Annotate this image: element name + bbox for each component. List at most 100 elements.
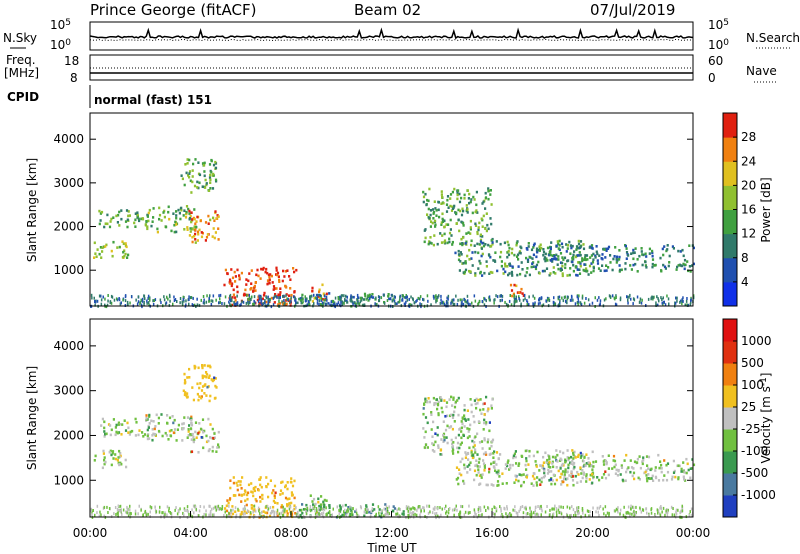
heatmap-cell — [406, 295, 408, 299]
heatmap-cell — [434, 223, 437, 227]
heatmap-cell — [194, 421, 198, 424]
heatmap-cell — [485, 509, 487, 512]
heatmap-cell — [474, 402, 477, 406]
heatmap-cell — [412, 511, 415, 515]
heatmap-cell — [466, 471, 469, 474]
heatmap-cell — [263, 514, 265, 518]
heatmap-cell — [569, 244, 572, 247]
heatmap-cell — [211, 187, 215, 190]
heatmap-cell — [204, 221, 208, 224]
heatmap-cell — [188, 175, 191, 179]
heatmap-cell — [473, 198, 476, 201]
heatmap-cell — [644, 260, 647, 264]
heatmap-cell — [301, 293, 304, 297]
heatmap-cell — [280, 504, 283, 507]
heatmap-cell — [638, 300, 641, 304]
heatmap-cell — [223, 514, 225, 517]
heatmap-cell — [173, 299, 176, 302]
heatmap-cell — [325, 506, 327, 510]
heatmap-cell — [491, 241, 494, 244]
heatmap-cell — [253, 284, 256, 288]
heatmap-cell — [251, 507, 254, 510]
heatmap-cell — [539, 506, 541, 510]
heatmap-cell — [293, 504, 296, 507]
heatmap-cell — [96, 511, 98, 515]
heatmap-cell — [125, 465, 128, 469]
heatmap-cell — [516, 255, 519, 258]
heatmap-cell — [606, 247, 610, 250]
heatmap-cell — [182, 389, 185, 393]
heatmap-cell — [204, 239, 207, 242]
heatmap-cell — [423, 446, 426, 449]
heatmap-cell — [427, 397, 430, 400]
heatmap-cell — [439, 449, 442, 452]
heatmap-cell — [179, 297, 182, 300]
heatmap-cell — [105, 305, 108, 309]
heatmap-cell — [512, 508, 514, 512]
heatmap-cell — [493, 298, 495, 302]
heatmap-cell — [589, 473, 592, 477]
heatmap-cell — [414, 512, 416, 516]
heatmap-cell — [555, 449, 558, 452]
heatmap-cell — [601, 253, 604, 256]
heatmap-cell — [248, 272, 251, 275]
heatmap-cell — [505, 512, 507, 516]
heatmap-cell — [524, 297, 526, 301]
heatmap-cell — [115, 214, 118, 218]
heatmap-cell — [607, 454, 610, 457]
heatmap-cell — [164, 511, 166, 515]
heatmap-cell — [525, 457, 528, 460]
heatmap-cell — [576, 481, 579, 484]
heatmap-cell — [346, 510, 348, 514]
heatmap-cell — [632, 467, 635, 470]
heatmap-cell — [640, 247, 643, 250]
heatmap-cell — [619, 508, 622, 512]
heatmap-cell — [190, 438, 193, 441]
heatmap-cell — [549, 508, 551, 512]
heatmap-cell — [257, 488, 260, 492]
heatmap-cell — [645, 266, 648, 269]
heatmap-cell — [635, 511, 637, 514]
heatmap-cell — [435, 512, 438, 515]
heatmap-cell — [302, 508, 306, 511]
heatmap-cell — [496, 472, 499, 476]
heatmap-cell — [339, 295, 341, 299]
heatmap-cell — [675, 510, 677, 514]
heatmap-cell — [652, 296, 654, 300]
heatmap-cell — [309, 298, 311, 302]
heatmap-cell — [448, 414, 452, 418]
heatmap-cell — [554, 302, 556, 306]
heatmap-cell — [655, 301, 657, 305]
heatmap-cell — [452, 441, 455, 444]
heatmap-cell — [581, 453, 584, 456]
heatmap-cell — [641, 460, 644, 463]
heatmap-cell — [672, 471, 676, 474]
heatmap-cell — [531, 512, 533, 516]
heatmap-cell — [657, 453, 660, 457]
heatmap-cell — [658, 466, 661, 470]
heatmap-cell — [186, 509, 188, 513]
heatmap-cell — [423, 509, 425, 513]
heatmap-cell — [467, 231, 470, 234]
heatmap-cell — [687, 269, 690, 273]
heatmap-cell — [455, 466, 459, 469]
heatmap-cell — [542, 455, 545, 459]
heatmap-cell — [564, 266, 567, 270]
heatmap-cell — [358, 514, 360, 518]
heatmap-cell — [461, 298, 463, 302]
heatmap-cell — [576, 508, 578, 512]
heatmap-cell — [567, 466, 570, 470]
heatmap-cell — [140, 508, 142, 512]
heatmap-cell — [295, 506, 297, 510]
heatmap-cell — [468, 258, 471, 261]
heatmap-cell — [571, 479, 575, 482]
heatmap-cell — [644, 470, 647, 474]
heatmap-cell — [457, 450, 460, 454]
heatmap-cell — [462, 434, 465, 437]
heatmap-cell — [187, 174, 190, 177]
heatmap-cell — [98, 222, 101, 226]
heatmap-cell — [424, 400, 427, 403]
heatmap-cell — [343, 294, 345, 298]
heatmap-cell — [482, 402, 485, 406]
heatmap-cell — [570, 475, 573, 479]
